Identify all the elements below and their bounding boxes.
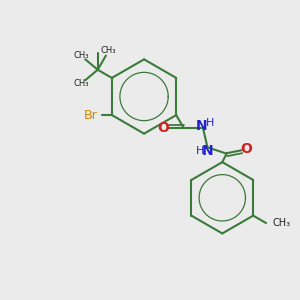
Text: O: O xyxy=(240,142,252,156)
Text: H: H xyxy=(196,146,204,156)
Text: Br: Br xyxy=(83,109,97,122)
Text: CH₃: CH₃ xyxy=(272,218,290,228)
Text: H: H xyxy=(206,118,214,128)
Text: CH₃: CH₃ xyxy=(101,46,116,56)
Text: CH₃: CH₃ xyxy=(74,51,89,60)
Text: N: N xyxy=(196,119,207,133)
Text: CH₃: CH₃ xyxy=(74,79,89,88)
Text: N: N xyxy=(202,144,213,158)
Text: O: O xyxy=(158,121,169,135)
